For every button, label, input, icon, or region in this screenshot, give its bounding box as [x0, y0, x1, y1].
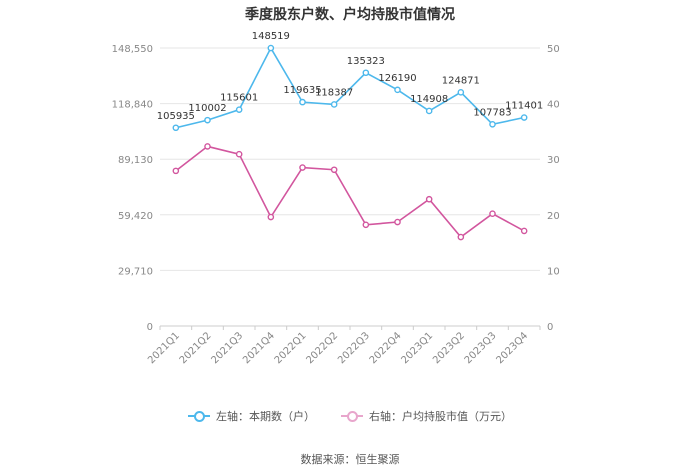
right-series-point	[425, 195, 433, 203]
right-series-point	[457, 233, 465, 241]
left-series-data-label: 126190	[378, 73, 416, 84]
right-series-point	[489, 210, 496, 217]
left-axis-tick-label: 118,840	[112, 100, 153, 111]
left-series-point	[362, 69, 370, 77]
left-series-data-label: 119635	[283, 85, 321, 96]
right-axis-tick-label: 0	[547, 322, 553, 333]
left-series-line	[175, 46, 525, 129]
left-series-point	[235, 106, 243, 113]
x-axis-tick-label: 2023Q3	[463, 330, 499, 366]
right-axis-tick-label: 30	[547, 155, 560, 166]
right-series-point	[330, 166, 338, 174]
x-axis-tick-label: 2021Q2	[178, 330, 214, 366]
left-series-point	[330, 101, 338, 108]
left-series-data-label: 115601	[220, 93, 258, 104]
right-series-point	[362, 221, 370, 229]
x-axis-tick-label: 2021Q1	[146, 330, 182, 366]
left-series-point	[489, 120, 496, 128]
x-axis-tick-label: 2022Q2	[304, 330, 340, 366]
left-series-point	[425, 107, 433, 115]
left-series-point	[267, 44, 275, 52]
right-series-point	[204, 143, 211, 150]
left-series-data-label: 124871	[442, 75, 480, 86]
right-series-point	[172, 167, 180, 175]
data-source: 数据来源：恒生聚源	[300, 453, 400, 466]
left-axis-tick-label: 29,710	[118, 266, 153, 277]
x-axis-tick-label: 2021Q4	[241, 330, 277, 366]
right-series-point	[394, 218, 401, 226]
left-series-data-label: 148519	[252, 31, 290, 42]
left-series-point	[204, 116, 211, 124]
right-axis-tick-label: 10	[547, 266, 560, 277]
left-series-data-label: 105935	[157, 111, 195, 122]
x-axis-tick-label: 2021Q3	[209, 330, 245, 366]
left-series-data-label: 111401	[505, 101, 543, 112]
legend-item-left-series[interactable]: 左轴：本期数（户）	[188, 408, 315, 424]
left-series-point	[172, 124, 180, 132]
legend-item-right-series[interactable]: 右轴：户均持股市值（万元）	[341, 408, 512, 424]
right-axis-tick-label: 40	[547, 100, 560, 111]
left-series-point	[520, 114, 528, 121]
right-axis-tick-label: 20	[547, 211, 560, 222]
chart-legend: 左轴：本期数（户） 右轴：户均持股市值（万元）	[0, 408, 700, 424]
left-series-data-label: 110002	[188, 103, 226, 114]
right-series-point	[235, 150, 243, 158]
left-series-point	[457, 89, 465, 96]
left-axis-tick-label: 59,420	[118, 211, 153, 222]
legend-right-series-icon	[341, 410, 363, 422]
legend-left-series-label: 左轴：本期数（户）	[216, 410, 315, 423]
left-axis-tick-label: 148,550	[112, 44, 153, 55]
left-series-point	[394, 86, 401, 94]
left-series-data-label: 135323	[347, 56, 385, 67]
x-axis-tick-label: 2023Q1	[399, 330, 435, 366]
right-series-line	[175, 145, 525, 239]
x-axis-tick-label: 2023Q4	[494, 330, 530, 366]
legend-left-series-icon	[188, 410, 210, 422]
x-axis-tick-label: 2022Q3	[336, 330, 372, 366]
left-series-point	[299, 98, 306, 106]
left-series-data-label: 114908	[410, 94, 448, 105]
x-axis-tick-label: 2022Q1	[273, 330, 309, 366]
right-series-point	[520, 227, 528, 235]
chart-title: 季度股东户数、户均持股市值情况	[245, 7, 455, 23]
right-series-point	[299, 164, 306, 171]
x-axis-tick-label: 2022Q4	[368, 330, 404, 366]
left-axis-tick-label: 0	[147, 322, 153, 333]
right-axis-tick-label: 50	[547, 44, 560, 55]
left-series-data-label: 107783	[473, 107, 511, 118]
x-axis-tick-label: 2023Q2	[431, 330, 467, 366]
left-series-data-label: 118387	[315, 87, 353, 98]
legend-right-series-label: 右轴：户均持股市值（万元）	[369, 410, 512, 423]
left-axis-tick-label: 89,130	[118, 155, 153, 166]
right-series-point	[267, 213, 275, 221]
